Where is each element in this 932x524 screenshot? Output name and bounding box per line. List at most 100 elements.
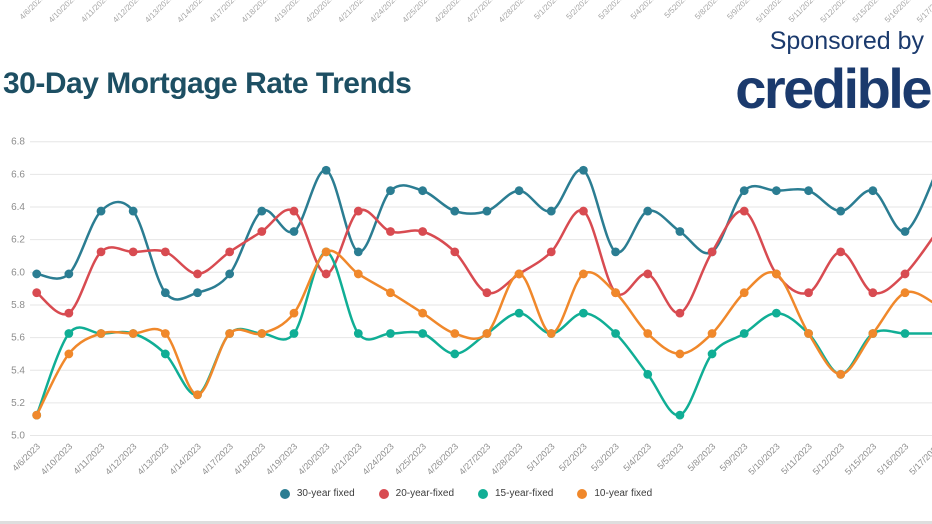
x-tick-label: 5/8/2023 <box>686 441 718 473</box>
legend-label: 20-year-fixed <box>395 488 454 499</box>
x-tick-label: 4/24/2023 <box>360 441 395 476</box>
data-point <box>836 369 846 379</box>
data-point <box>804 329 813 338</box>
data-point <box>64 308 74 318</box>
data-point <box>128 206 138 216</box>
legend-dot-icon <box>577 488 588 499</box>
data-point <box>482 206 492 216</box>
x-tick-label: 4/25/2023 <box>393 441 428 476</box>
data-point <box>289 329 299 338</box>
data-point <box>289 227 299 236</box>
legend-dot-icon <box>478 488 488 499</box>
data-point <box>675 308 685 318</box>
data-point <box>160 329 170 338</box>
legend-dot-icon <box>378 488 389 499</box>
data-point <box>353 269 363 279</box>
data-point <box>739 206 749 216</box>
data-point <box>675 410 685 420</box>
data-point <box>643 329 653 338</box>
data-point <box>546 329 556 338</box>
y-tick-label: 6.8 <box>11 137 25 148</box>
data-point <box>160 247 170 257</box>
data-point <box>900 269 910 279</box>
data-point <box>225 269 235 279</box>
data-point <box>804 288 813 298</box>
top-x-tick-label: 4/10/2023 <box>47 0 79 25</box>
top-x-tick-label: 5/8/2023 <box>693 0 722 21</box>
y-tick-label: 5.4 <box>11 365 25 376</box>
x-tick-label: 5/1/2023 <box>525 441 557 473</box>
data-point <box>514 308 524 318</box>
data-point <box>643 369 653 379</box>
data-point <box>900 288 910 298</box>
data-point <box>868 186 878 196</box>
data-point <box>900 329 910 338</box>
data-point <box>418 329 428 338</box>
page-title: 30-Day Mortgage Rate Trends <box>3 67 412 101</box>
y-tick-label: 5.6 <box>11 333 25 344</box>
data-point <box>386 288 395 298</box>
data-point <box>836 206 846 216</box>
data-point <box>225 247 235 257</box>
data-point <box>450 329 460 338</box>
data-point <box>450 247 460 257</box>
data-point <box>32 269 42 279</box>
data-point <box>96 329 106 338</box>
data-point <box>771 308 781 318</box>
legend-item-10-year-fixed: 10-year fixed <box>577 488 652 499</box>
data-point <box>386 186 395 196</box>
data-point <box>836 247 846 257</box>
x-tick-label: 4/28/2023 <box>489 441 524 476</box>
x-tick-label: 4/20/2023 <box>296 441 331 476</box>
data-point <box>321 269 331 279</box>
top-x-tick-label: 4/19/2023 <box>272 0 304 25</box>
data-point <box>353 206 363 216</box>
y-tick-label: 6.2 <box>11 235 25 246</box>
data-point <box>900 227 910 236</box>
data-point <box>193 390 202 400</box>
top-x-tick-label: 5/9/2023 <box>725 0 754 21</box>
x-tick-label: 4/26/2023 <box>425 441 460 476</box>
x-tick-label: 5/10/2023 <box>746 441 781 476</box>
data-point <box>611 329 620 338</box>
data-point <box>160 288 170 298</box>
x-tick-label: 5/15/2023 <box>843 441 878 476</box>
data-point <box>64 329 74 338</box>
x-tick-label: 5/52023 <box>655 441 685 471</box>
data-point <box>418 186 428 196</box>
data-point <box>257 227 267 236</box>
data-point <box>707 329 717 338</box>
data-point <box>321 165 331 175</box>
top-x-tick-label: 4/21/2023 <box>336 0 368 25</box>
data-point <box>482 329 492 338</box>
data-point <box>353 329 363 338</box>
top-x-tick-label: 4/13/2023 <box>143 0 175 25</box>
data-point <box>643 269 653 279</box>
data-point <box>289 308 299 318</box>
data-point <box>707 349 717 359</box>
data-point <box>193 269 202 279</box>
data-point <box>64 269 74 279</box>
data-point <box>868 288 878 298</box>
top-x-tick-label: 4/6/2023 <box>18 0 47 21</box>
top-x-tick-label: 5/11/2023 <box>787 0 818 24</box>
y-tick-label: 5.8 <box>11 300 25 311</box>
data-point <box>546 247 556 257</box>
top-x-tick-label: 4/12/2023 <box>111 0 143 25</box>
series-line-30-year-fixed <box>35 168 932 301</box>
top-x-tick-label: 4/11/2023 <box>79 0 110 24</box>
top-x-tick-label: 5/15/2023 <box>851 0 883 25</box>
top-x-tick-label: 5/17/2023 <box>915 0 932 25</box>
top-x-tick-label: 5/3/2023 <box>597 0 626 21</box>
data-point <box>225 329 235 338</box>
legend-label: 30-year fixed <box>296 488 355 499</box>
top-x-tick-label: 5/1/2023 <box>532 0 561 21</box>
data-point <box>353 247 363 257</box>
data-point <box>386 329 395 338</box>
data-point <box>289 206 299 216</box>
data-point <box>675 349 685 359</box>
x-tick-label: 4/6/2023 <box>10 441 42 473</box>
top-x-tick-label: 5/16/2023 <box>883 0 915 25</box>
x-tick-label: 4/18/2023 <box>232 441 267 476</box>
